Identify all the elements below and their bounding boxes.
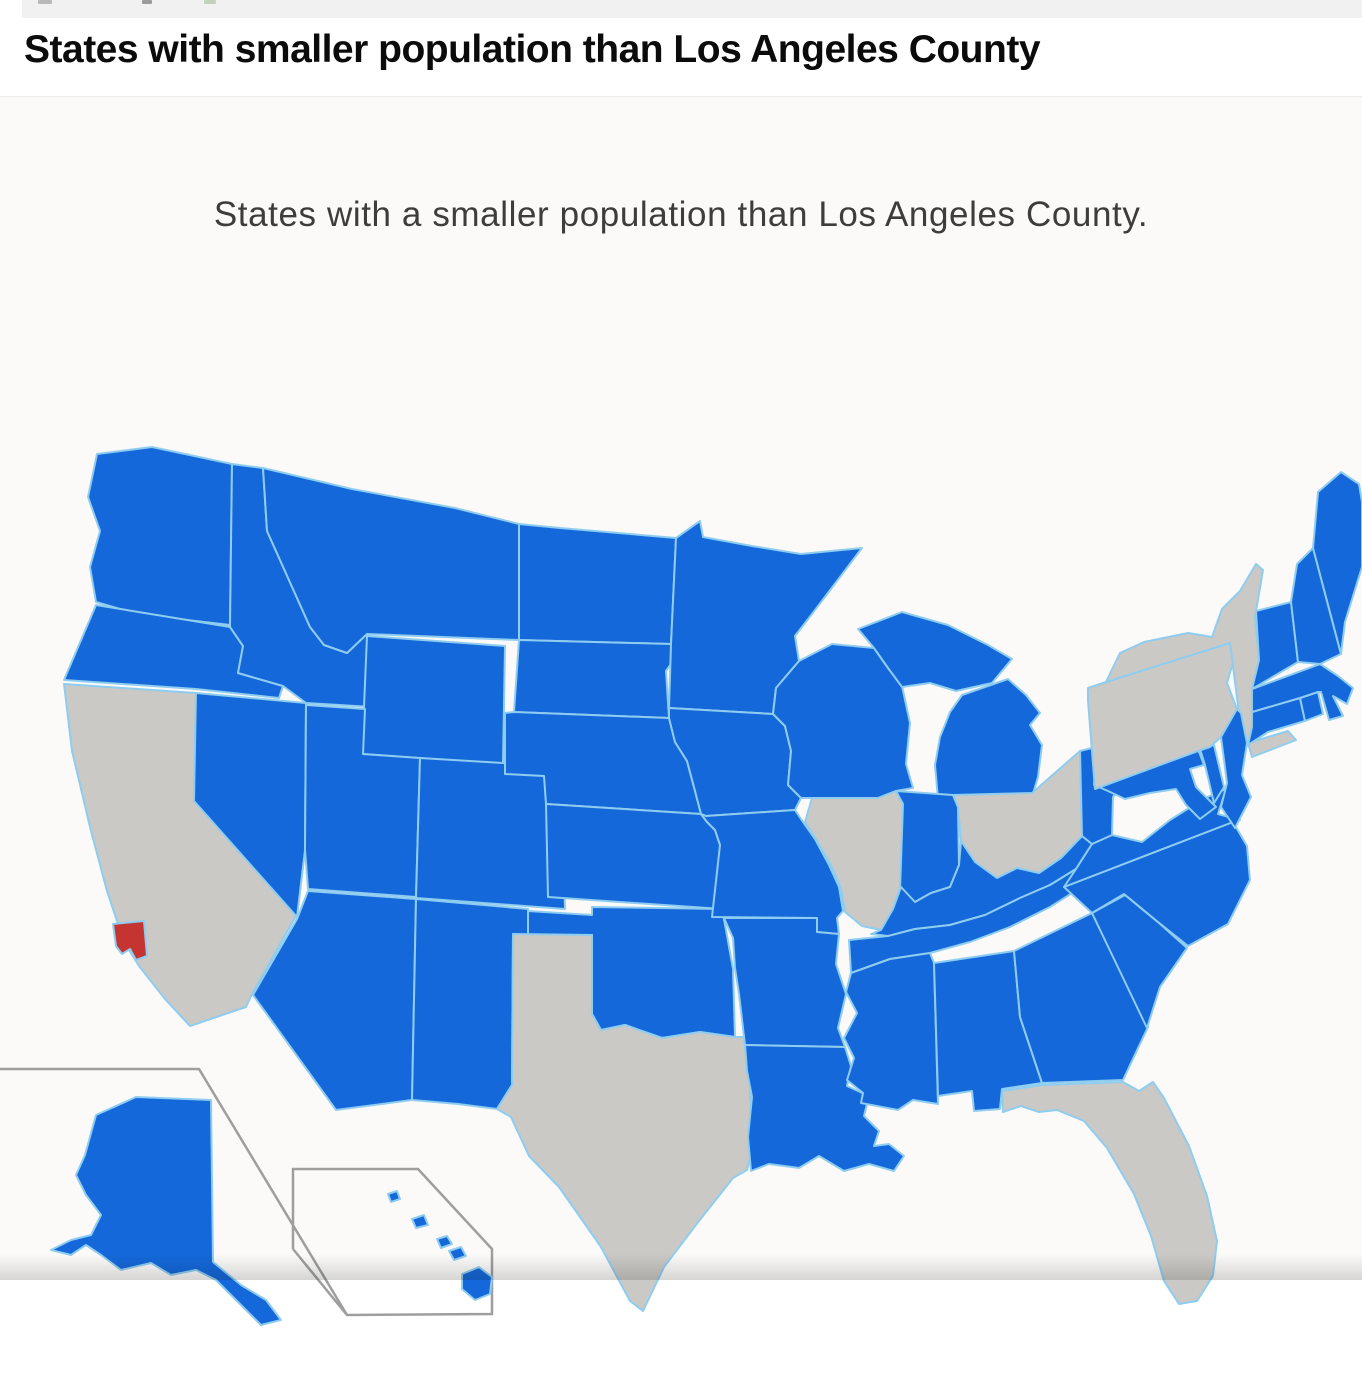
state-ND [518,523,677,645]
cropped-content-fragment [38,0,52,4]
state-AK [50,1096,282,1326]
state-HI-maui [448,1246,467,1261]
state-MI-upper [857,611,1013,692]
cropped-content-fragment [204,0,216,4]
state-CO [415,757,566,910]
state-MI-lower [934,678,1043,800]
state-NM [411,898,529,1110]
inset-states [50,1096,493,1326]
state-HI-big-island [461,1266,493,1301]
la-county-highlight [112,920,148,961]
state-NC [1063,821,1251,947]
state-PA [1087,642,1238,790]
state-VT [1251,601,1299,690]
state-SD [513,639,677,719]
state-AR [723,917,847,1048]
state-MA [1251,663,1354,721]
alaska-inset-border [0,1067,349,1316]
state-LA [744,1044,905,1172]
state-NJ [1220,708,1252,829]
state-TX [496,933,756,1312]
la-county-polygon [112,920,148,961]
hawaii-inset-border [291,1167,494,1317]
header-divider [0,96,1362,97]
contiguous-states [63,446,1362,1312]
post-title: States with smaller population than Los … [24,28,1041,71]
state-MS [843,952,939,1111]
post-header: States with smaller population than Los … [0,18,1362,96]
map-image[interactable]: States with a smaller population than Lo… [0,97,1362,1326]
state-HI-oahu [411,1214,429,1229]
inset-boxes [0,1067,494,1317]
map-caption: States with a smaller population than Lo… [213,195,1149,234]
state-WY [361,635,506,765]
cropped-top-bar [22,0,1362,18]
state-NY-long-island [1247,730,1297,758]
cropped-content-fragment [142,0,152,4]
state-HI-kauai [387,1190,401,1203]
state-MT [262,467,520,654]
state-FL [1001,1081,1218,1305]
state-KS [545,803,723,910]
state-HI-molokai [436,1235,453,1249]
state-WA [87,446,233,626]
us-states-map [0,446,1362,1326]
state-IN [895,790,960,903]
state-NV [193,692,307,918]
state-ME [1312,471,1362,655]
